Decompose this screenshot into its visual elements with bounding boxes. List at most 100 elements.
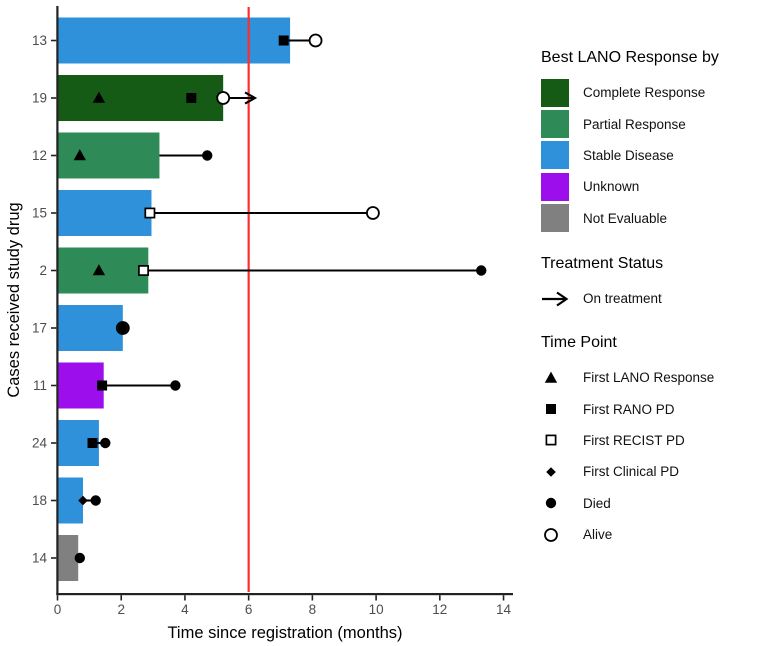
legend-title-timepoint: Time Point (541, 334, 617, 351)
legend-response-items: Complete Response Partial Response Stable … (541, 77, 705, 234)
legend-item-label: First RECIST PD (583, 432, 685, 448)
legend-title-response: Best LANO Response by (541, 49, 719, 66)
marker-alive (216, 91, 231, 105)
marker-first-rano-pd (97, 380, 108, 391)
marker-died (117, 322, 129, 334)
y-axis-line (56, 6, 59, 595)
bar-case-13 (58, 17, 291, 64)
color-swatch-complete-response (541, 78, 569, 107)
marker-died (74, 552, 86, 564)
marker-filled-circle (545, 498, 557, 509)
marker-open-square (545, 435, 557, 446)
x-axis-title: Time since registration (months) (167, 624, 402, 642)
marker-died (202, 150, 213, 161)
bar-case-12 (58, 132, 160, 179)
marker-first-rano-pd (87, 438, 98, 448)
x-axis-line (56, 593, 514, 596)
marker-first-recist-pd (138, 265, 149, 276)
marker-died (90, 495, 101, 506)
open-square-icon (545, 435, 557, 446)
x-tick-label: 2 (117, 602, 125, 617)
legend-item-label: First Clinical PD (583, 464, 680, 480)
marker-filled-square (546, 404, 556, 415)
x-tick-label: 4 (181, 602, 189, 617)
bar-case-19 (58, 75, 224, 121)
legend-item-died: Died (541, 488, 714, 519)
y-tick-label-case-18: 18 (32, 493, 47, 508)
marker-first-lano-response (73, 149, 87, 161)
legend-treatment-items: On treatment (541, 283, 662, 314)
bar-case-17 (58, 305, 123, 351)
marker-first-recist-pd (144, 207, 156, 219)
legend-item-first-lano-response: First LANO Response (541, 362, 714, 393)
legend-item-complete-response: Complete Response (541, 77, 705, 108)
legend-title-treatment: Treatment Status (541, 255, 664, 272)
x-tick-label: 12 (432, 602, 447, 617)
legend-item-label: First RANO PD (583, 401, 675, 417)
legend-item-on-treatment: On treatment (541, 283, 662, 314)
color-swatch-not-evaluable (541, 204, 569, 233)
x-tick-label: 8 (309, 602, 317, 617)
triangle-icon (544, 371, 558, 383)
marker-first-rano-pd (278, 35, 289, 46)
diamond-icon (546, 467, 556, 477)
legend-item-first-recist-pd: First RECIST PD (541, 425, 714, 456)
marker-alive (308, 33, 323, 48)
legend-item-first-clinical-pd: First Clinical PD (541, 456, 714, 487)
y-tick-label-case-12: 12 (32, 148, 47, 163)
legend-item-alive: Alive (541, 519, 714, 550)
y-tick-label-case-11: 11 (33, 378, 47, 393)
y-tick-label-case-14: 14 (32, 551, 48, 566)
marker-diamond (546, 467, 556, 477)
bar-case-2 (58, 247, 149, 294)
legend-timepoint-items: First LANO Response First RANO PD First RE… (541, 362, 714, 550)
legend-item-partial-response: Partial Response (541, 108, 705, 139)
marker-first-lano-response (92, 264, 106, 276)
color-swatch-unknown (541, 172, 569, 201)
filled-square-icon (546, 404, 556, 415)
color-swatch-stable-disease (541, 141, 569, 170)
on-treatment-arrow-icon (542, 291, 569, 307)
x-tick-label: 6 (245, 602, 253, 617)
on-treatment-arrowhead (244, 91, 258, 105)
marker-died (100, 437, 111, 449)
legend-item-label: Unknown (583, 179, 640, 195)
marker-first-rano-pd (186, 93, 197, 103)
legend-item-label: On treatment (583, 291, 662, 307)
marker-first-clinical-pd (78, 495, 88, 506)
color-swatch-partial-response (541, 110, 569, 139)
legend-item-label: Complete Response (583, 85, 706, 101)
marker-died (170, 380, 181, 391)
marker-died (476, 265, 487, 276)
bar-case-11 (58, 362, 104, 409)
legend-item-not-evaluable: Not Evaluable (541, 203, 705, 234)
x-tick-label: 0 (54, 602, 62, 617)
legend-item-label: Partial Response (583, 116, 686, 132)
y-axis-title: Cases received study drug (5, 202, 23, 397)
y-tick-label-case-24: 24 (32, 436, 48, 451)
y-tick-label-case-19: 19 (32, 91, 47, 106)
y-tick-label-case-13: 13 (32, 33, 47, 48)
x-tick-label: 10 (369, 602, 384, 617)
svg-path (556, 291, 569, 307)
filled-circle-icon (545, 498, 557, 509)
legend-item-label: Died (583, 495, 611, 511)
marker-open-circle (544, 527, 558, 542)
legend-item-label: First LANO Response (583, 370, 715, 386)
legend-item-label: Not Evaluable (583, 210, 668, 226)
legend-item-label: Alive (583, 527, 613, 543)
bar-case-14 (58, 535, 79, 581)
marker-first-lano-response (92, 91, 106, 103)
legend-item-stable-disease: Stable Disease (541, 140, 705, 171)
legend-item-first-rano-pd: First RANO PD (541, 393, 714, 424)
y-tick-label-case-17: 17 (32, 321, 47, 336)
legend-panel: Best LANO Response by Complete Response P… (530, 0, 775, 646)
legend-item-unknown: Unknown (541, 171, 705, 202)
marker-triangle (544, 371, 558, 383)
x-tick-label: 14 (496, 602, 512, 617)
marker-alive (366, 206, 380, 220)
open-circle-icon (544, 527, 558, 542)
y-tick-label-case-2: 2 (39, 263, 47, 278)
